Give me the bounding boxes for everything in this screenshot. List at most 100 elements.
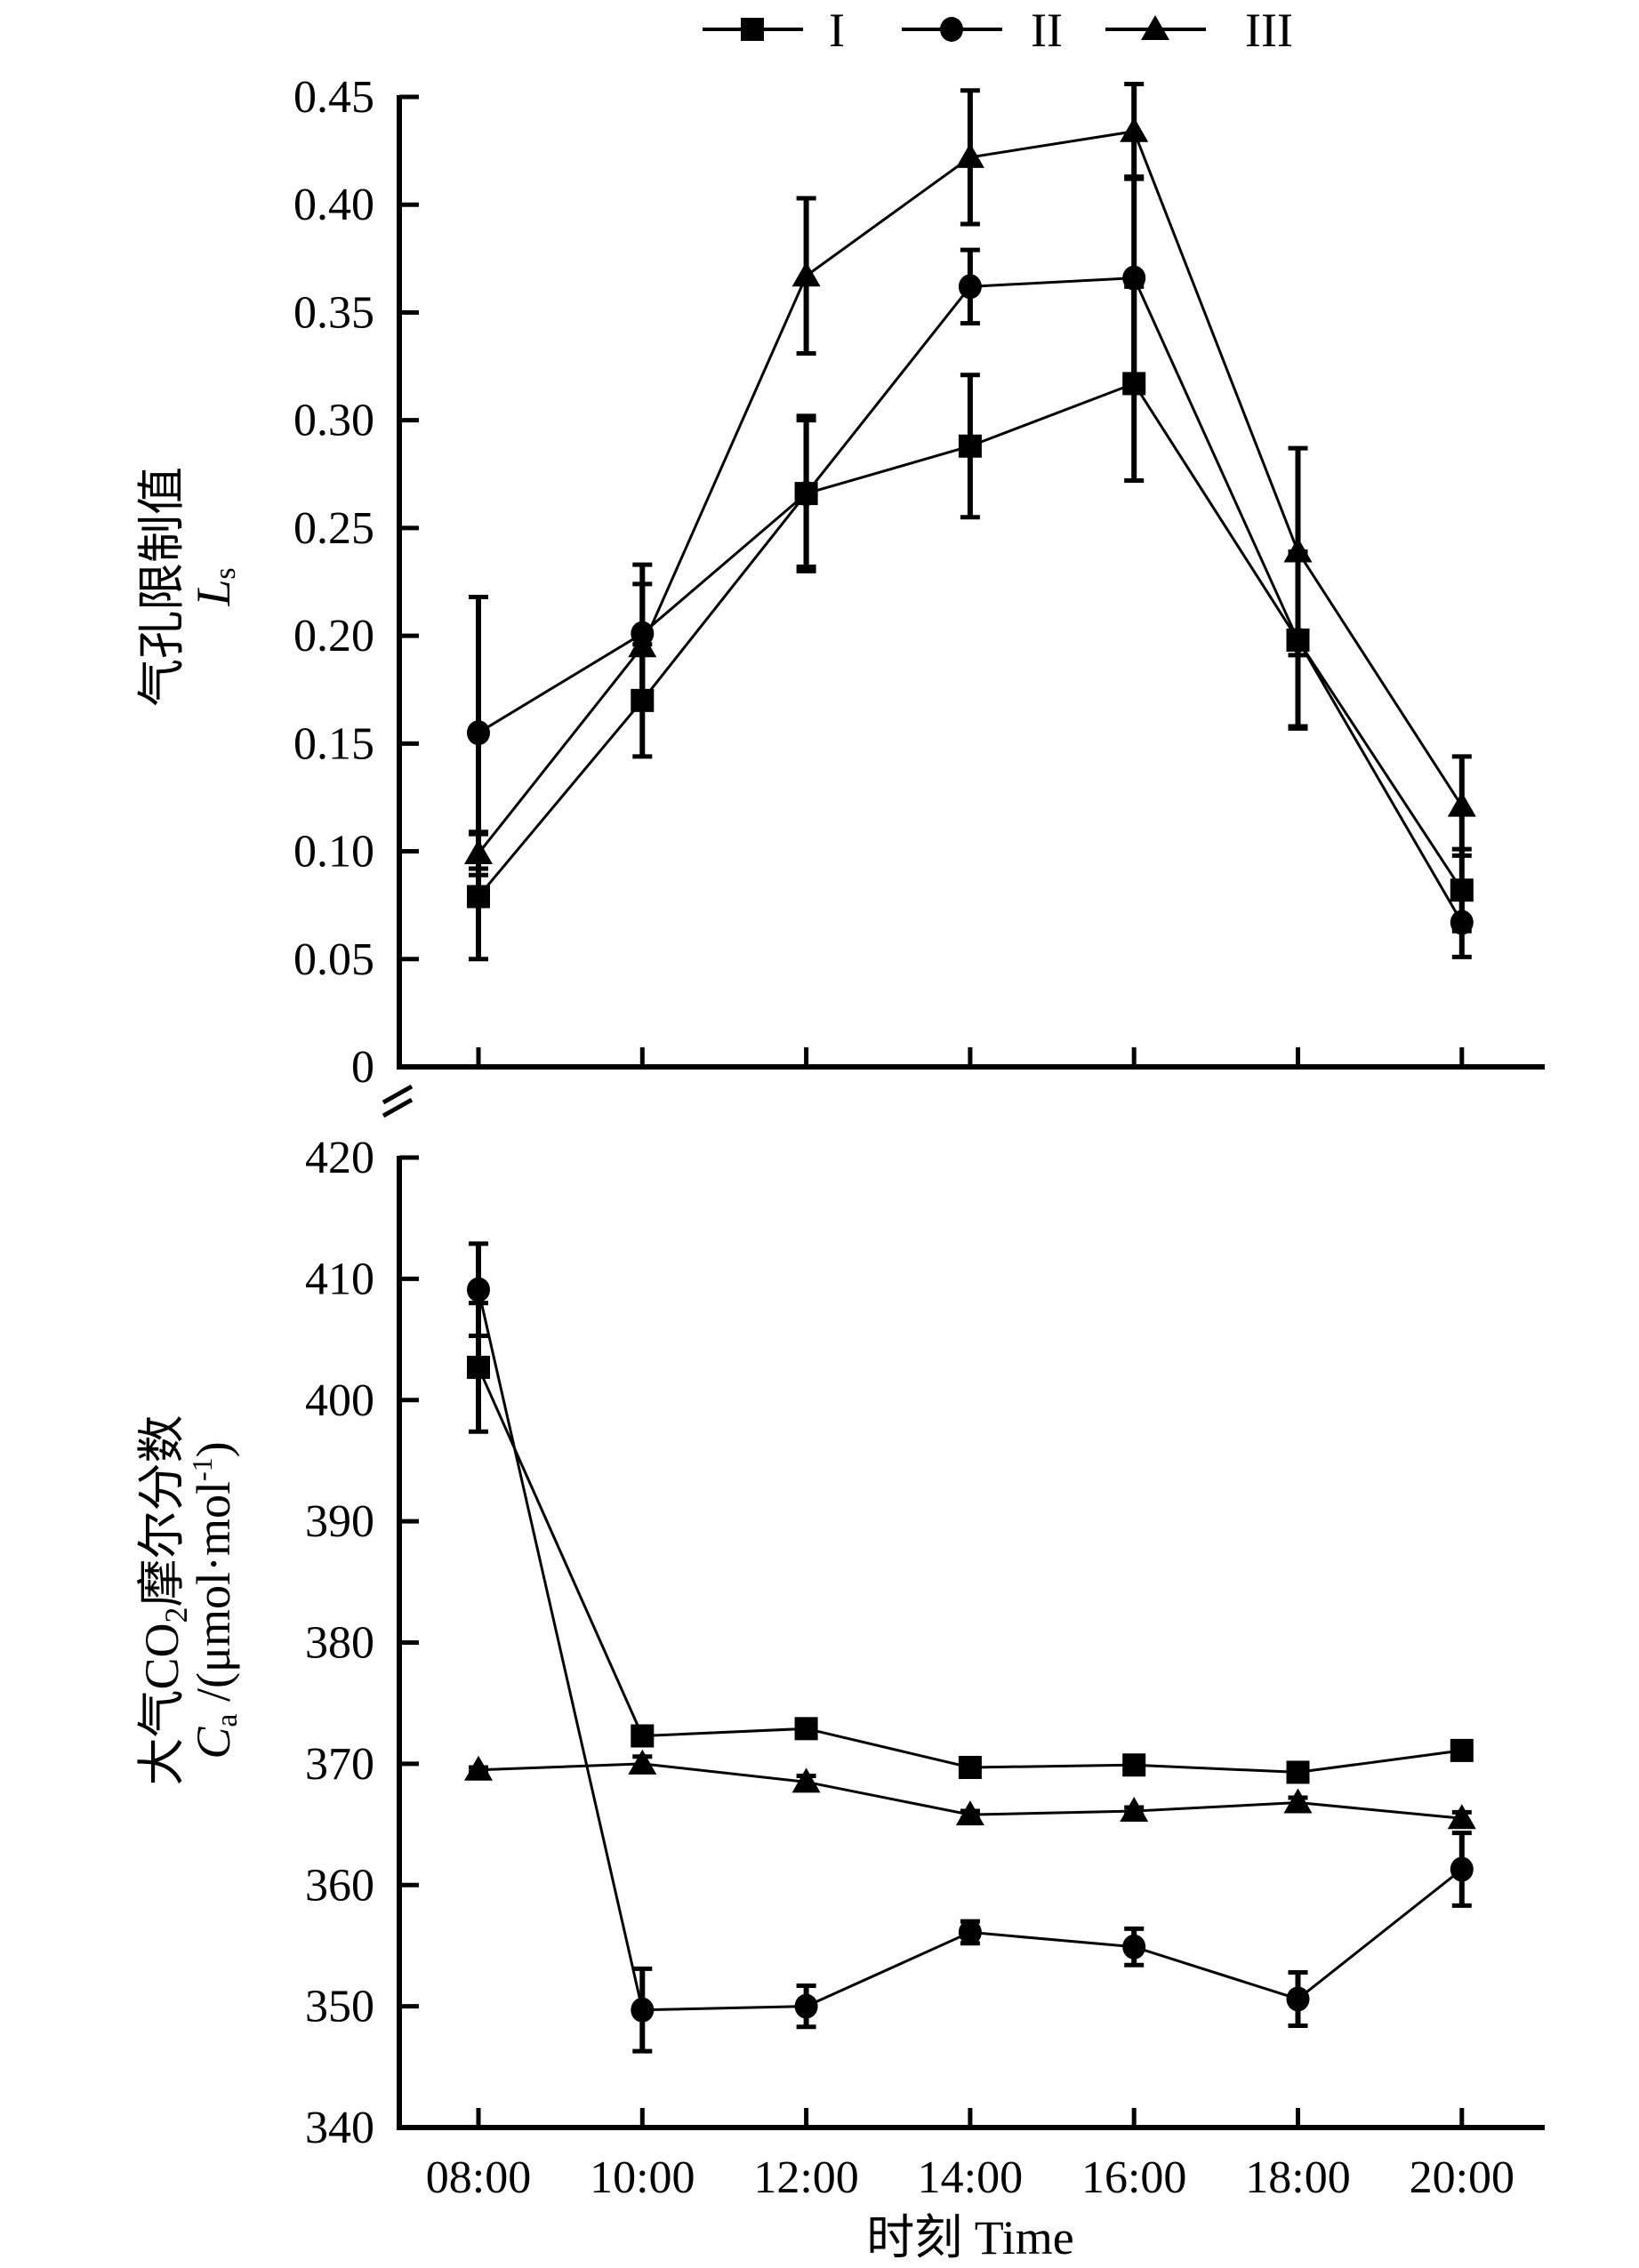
- bottom-point-II: [1286, 1986, 1310, 2012]
- bottom-x-tick-label: 14:00: [918, 2152, 1023, 2203]
- bottom-series-I: [467, 1301, 1474, 1784]
- top-point-II: [958, 274, 982, 300]
- top-point-III: [1283, 537, 1313, 563]
- bottom-x-tick-label: 12:00: [753, 2152, 858, 2203]
- bottom-point-III: [1283, 1788, 1313, 1814]
- legend-entry-III: III: [1105, 4, 1293, 57]
- bottom-y-unit-pre: /(μmol·mol: [187, 1481, 240, 1713]
- x-axis-title: 时刻 Time: [866, 2211, 1074, 2264]
- bottom-series-III: [464, 1749, 1476, 1830]
- bottom-point-II: [631, 1997, 655, 2023]
- legend-entry-I: I: [703, 4, 845, 57]
- bottom-y-symbol-subscript: a: [211, 1713, 244, 1727]
- bottom-series: [464, 1241, 1476, 2054]
- bottom-y-unit-sup: -1: [186, 1457, 218, 1481]
- top-series-I: [467, 284, 1474, 962]
- bottom-point-I: [631, 1724, 655, 1748]
- top-point-III: [628, 632, 657, 658]
- bottom-y-tick-label: 410: [305, 1254, 374, 1304]
- bottom-point-I: [1122, 1753, 1146, 1777]
- top-y-tick-label: 0: [351, 1042, 374, 1093]
- bottom-y-title-post: 摩尔分数: [135, 1414, 189, 1607]
- top-y-tick-label: 0.30: [293, 396, 374, 446]
- top-point-I: [467, 885, 490, 909]
- bottom-x-tick-label: 10:00: [590, 2152, 695, 2203]
- bottom-x-tick-label: 20:00: [1410, 2152, 1514, 2203]
- top-point-II: [794, 481, 818, 507]
- bottom-point-III: [1120, 1797, 1149, 1823]
- bottom-y-axis-title: 大气CO2摩尔分数: [135, 1414, 194, 1785]
- top-point-III: [791, 261, 821, 287]
- bottom-x-tick-label: 08:00: [426, 2152, 531, 2203]
- bottom-series-line-II: [477, 1289, 1463, 2012]
- bottom-point-II: [794, 1993, 818, 2019]
- top-y-tick-label: 0.15: [293, 718, 374, 769]
- bottom-y-tick-label: 370: [305, 1739, 374, 1790]
- top-y-tick-label: 0.10: [293, 827, 374, 878]
- bottom-point-I: [1286, 1760, 1310, 1784]
- legend-label: III: [1245, 4, 1293, 57]
- top-y-axis-title: 气孔限制值: [135, 467, 189, 707]
- top-point-II: [1122, 265, 1146, 291]
- bottom-x-tick-label: 16:00: [1081, 2152, 1186, 2203]
- bottom-y-tick-label: 420: [305, 1133, 374, 1183]
- panel-bottom: 340 350 360 370 380 390 400 410 420 08:00 10:00 12:…: [135, 1133, 1545, 2264]
- top-y-symbol-letter: L: [187, 580, 240, 607]
- top-series: [464, 81, 1476, 962]
- top-y-tick-label: 0.45: [293, 72, 374, 123]
- bottom-x-tick-label: 18:00: [1245, 2152, 1350, 2203]
- legend-marker-circle: [940, 17, 963, 42]
- bottom-y-unit-post: ): [187, 1441, 240, 1457]
- bottom-y-tick-label: 390: [305, 1496, 374, 1547]
- legend-label: I: [829, 4, 845, 57]
- panel-top: 0 0.05 0.10 0.15 0.20 0.25 0.30 0.35 0.40 0.45 气孔…: [135, 72, 1545, 1118]
- bottom-point-II: [958, 1919, 982, 1945]
- bottom-point-III: [628, 1749, 657, 1775]
- top-point-II: [467, 720, 490, 746]
- legend-label: II: [1031, 4, 1063, 57]
- top-y-axis-symbol: Ls: [187, 567, 242, 606]
- bottom-y-symbol-letter: C: [187, 1727, 240, 1759]
- bottom-point-III: [791, 1767, 821, 1793]
- bottom-y-tick-label: 360: [305, 1860, 374, 1911]
- top-point-III: [955, 142, 984, 168]
- bottom-y-tick-label: 340: [305, 2103, 374, 2153]
- bottom-y-tick-label: 400: [305, 1375, 374, 1426]
- axis-break-mark: [382, 1097, 414, 1118]
- top-point-III: [464, 838, 493, 864]
- legend-marker-square: [741, 18, 764, 41]
- top-axes: 0 0.05 0.10 0.15 0.20 0.25 0.30 0.35 0.40 0.45: [293, 72, 1545, 1118]
- bottom-axes: 340 350 360 370 380 390 400 410 420 08:00 10:00 12:…: [305, 1133, 1545, 2203]
- bottom-point-III: [464, 1755, 493, 1781]
- top-y-tick-label: 0.35: [293, 287, 374, 338]
- bottom-y-axis-unit: Ca /(μmol·mol-1): [186, 1441, 244, 1759]
- top-series-III: [464, 81, 1476, 878]
- top-point-III: [1447, 791, 1476, 817]
- legend: I II III: [703, 4, 1293, 57]
- bottom-y-title-sub: 2: [158, 1607, 194, 1623]
- bottom-series-line-I: [477, 1366, 1462, 1774]
- bottom-point-I: [1450, 1738, 1474, 1762]
- top-series-II: [467, 174, 1474, 959]
- top-y-tick-label: 0.25: [293, 503, 374, 554]
- bottom-point-II: [1122, 1934, 1146, 1959]
- bottom-point-III: [955, 1800, 984, 1826]
- legend-marker-triangle: [1141, 15, 1169, 40]
- bottom-y-tick-label: 350: [305, 1982, 374, 2032]
- bottom-point-II: [467, 1277, 490, 1302]
- top-y-tick-label: 0.05: [293, 934, 374, 985]
- top-y-tick-label: 0.20: [293, 611, 374, 661]
- bottom-point-III: [1447, 1804, 1476, 1830]
- top-point-II: [1450, 910, 1474, 935]
- top-point-I: [958, 434, 982, 458]
- bottom-y-title-pre: 大气CO: [135, 1623, 189, 1785]
- bottom-series-II: [467, 1241, 1474, 2054]
- top-y-tick-label: 0.40: [293, 180, 374, 230]
- legend-entry-II: II: [902, 4, 1063, 57]
- bottom-y-tick-label: 380: [305, 1618, 374, 1669]
- bottom-point-II: [1450, 1856, 1474, 1882]
- top-y-axis-title-text: 气孔限制值: [135, 467, 189, 707]
- bottom-point-I: [794, 1717, 818, 1741]
- top-point-III: [1120, 116, 1149, 142]
